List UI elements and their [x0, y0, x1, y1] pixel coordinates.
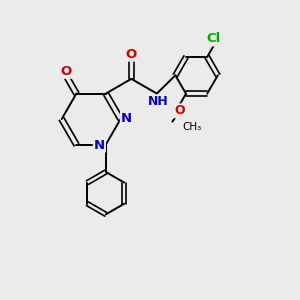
Text: CH₃: CH₃	[183, 122, 202, 133]
Text: NH: NH	[148, 95, 169, 108]
Text: Cl: Cl	[206, 32, 220, 45]
Text: N: N	[94, 139, 105, 152]
Text: O: O	[61, 65, 72, 78]
Text: O: O	[126, 48, 137, 61]
Text: N: N	[121, 112, 132, 125]
Text: O: O	[174, 104, 184, 117]
